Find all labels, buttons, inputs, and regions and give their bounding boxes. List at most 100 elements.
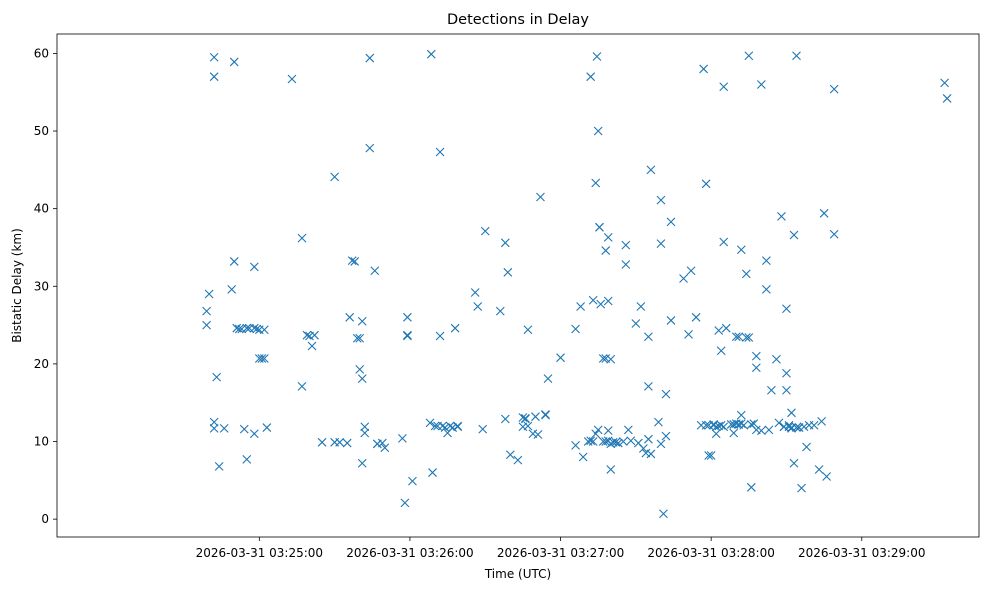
data-point-x-marker bbox=[686, 266, 696, 276]
data-point-x-marker bbox=[716, 420, 726, 430]
data-point-x-marker bbox=[626, 436, 636, 446]
data-point-x-marker bbox=[259, 325, 269, 335]
data-point-x-marker bbox=[761, 256, 771, 266]
data-point-x-marker bbox=[576, 302, 586, 311]
data-point-x-marker bbox=[631, 319, 641, 328]
data-point-x-marker bbox=[249, 429, 259, 439]
x-axis: 2026-03-31 03:25:00 2026-03-31 03:26:00 20… bbox=[196, 537, 925, 560]
data-point-x-marker bbox=[435, 147, 445, 157]
data-point-x-marker bbox=[257, 354, 267, 363]
data-point-x-marker bbox=[262, 423, 272, 432]
y-tick-label: 10 bbox=[34, 435, 49, 449]
data-point-x-marker bbox=[814, 465, 824, 474]
data-point-x-marker bbox=[425, 418, 435, 428]
data-point-x-marker bbox=[644, 434, 653, 444]
data-point-x-marker bbox=[426, 49, 436, 59]
data-point-x-marker bbox=[711, 422, 721, 432]
data-point-x-marker bbox=[495, 306, 505, 316]
data-point-x-marker bbox=[536, 192, 545, 202]
data-point-x-marker bbox=[214, 461, 224, 471]
data-point-x-marker bbox=[347, 256, 357, 266]
data-point-x-marker bbox=[792, 51, 801, 61]
data-point-x-marker bbox=[428, 468, 437, 477]
data-points bbox=[202, 49, 952, 519]
data-point-x-marker bbox=[767, 385, 776, 395]
data-point-x-marker bbox=[782, 385, 791, 395]
data-point-x-marker bbox=[699, 64, 709, 74]
data-point-x-marker bbox=[480, 226, 490, 236]
y-tick-label: 50 bbox=[34, 124, 49, 138]
data-point-x-marker bbox=[234, 324, 244, 334]
data-point-x-marker bbox=[787, 408, 796, 418]
data-point-x-marker bbox=[297, 233, 307, 243]
data-point-x-marker bbox=[819, 208, 829, 218]
data-point-x-marker bbox=[556, 353, 565, 363]
data-point-x-marker bbox=[606, 354, 616, 364]
data-point-x-marker bbox=[408, 476, 417, 486]
data-point-x-marker bbox=[242, 454, 252, 464]
y-tick-label: 20 bbox=[34, 357, 49, 371]
data-point-x-marker bbox=[618, 437, 628, 446]
data-point-x-marker bbox=[398, 434, 407, 443]
data-point-x-marker bbox=[822, 472, 832, 481]
data-point-x-marker bbox=[646, 165, 656, 175]
x-tick-label: 2026-03-31 03:29:00 bbox=[798, 546, 925, 560]
data-point-x-marker bbox=[365, 53, 375, 63]
plot-area bbox=[56, 33, 980, 538]
data-point-x-marker bbox=[403, 330, 412, 340]
data-point-x-marker bbox=[719, 422, 729, 432]
data-point-x-marker bbox=[317, 437, 327, 447]
data-point-x-marker bbox=[503, 267, 513, 277]
data-point-x-marker bbox=[746, 482, 756, 492]
data-point-x-marker bbox=[623, 425, 633, 435]
data-point-x-marker bbox=[654, 417, 663, 427]
data-point-x-marker bbox=[741, 333, 751, 342]
data-point-x-marker bbox=[595, 222, 604, 232]
data-point-x-marker bbox=[706, 451, 716, 460]
data-point-x-marker bbox=[601, 246, 611, 255]
data-point-x-marker bbox=[252, 324, 262, 334]
data-point-x-marker bbox=[646, 449, 656, 459]
data-point-x-marker bbox=[656, 239, 666, 248]
data-point-x-marker bbox=[202, 306, 211, 316]
data-point-x-marker bbox=[777, 212, 786, 221]
x-tick-label: 2026-03-31 03:25:00 bbox=[196, 546, 323, 560]
data-point-x-marker bbox=[621, 260, 631, 269]
data-point-x-marker bbox=[661, 389, 671, 399]
data-point-x-marker bbox=[357, 458, 367, 468]
data-point-x-marker bbox=[249, 262, 259, 272]
data-point-x-marker bbox=[704, 451, 714, 460]
data-point-x-marker bbox=[239, 424, 249, 434]
y-axis-label: Bistatic Delay (km) bbox=[10, 228, 24, 343]
y-tick-label: 30 bbox=[34, 279, 49, 293]
data-point-x-marker bbox=[719, 237, 729, 247]
data-point-x-marker bbox=[789, 458, 799, 468]
data-point-x-marker bbox=[772, 354, 781, 364]
data-point-x-marker bbox=[242, 323, 252, 333]
data-point-x-marker bbox=[606, 439, 616, 449]
data-point-x-marker bbox=[571, 324, 580, 334]
data-point-x-marker bbox=[591, 178, 601, 188]
data-point-x-marker bbox=[523, 421, 533, 431]
data-point-x-marker bbox=[756, 426, 766, 436]
data-point-x-marker bbox=[473, 302, 483, 311]
data-point-x-marker bbox=[310, 330, 319, 340]
data-point-x-marker bbox=[666, 316, 676, 325]
data-point-x-marker bbox=[782, 368, 791, 378]
y-tick-label: 60 bbox=[34, 46, 49, 60]
data-point-x-marker bbox=[470, 288, 480, 297]
data-point-x-marker bbox=[802, 442, 811, 452]
data-point-x-marker bbox=[307, 341, 317, 351]
data-point-x-marker bbox=[500, 238, 510, 248]
data-point-x-marker bbox=[521, 413, 530, 423]
data-point-x-marker bbox=[360, 428, 370, 438]
data-point-x-marker bbox=[751, 351, 761, 361]
data-point-x-marker bbox=[229, 57, 239, 67]
y-tick-label: 0 bbox=[41, 512, 49, 526]
data-point-x-marker bbox=[644, 382, 653, 391]
data-point-x-marker bbox=[656, 439, 666, 449]
data-point-x-marker bbox=[430, 421, 440, 431]
data-point-x-marker bbox=[789, 230, 799, 240]
data-point-x-marker bbox=[666, 217, 676, 227]
data-point-x-marker bbox=[942, 94, 952, 103]
